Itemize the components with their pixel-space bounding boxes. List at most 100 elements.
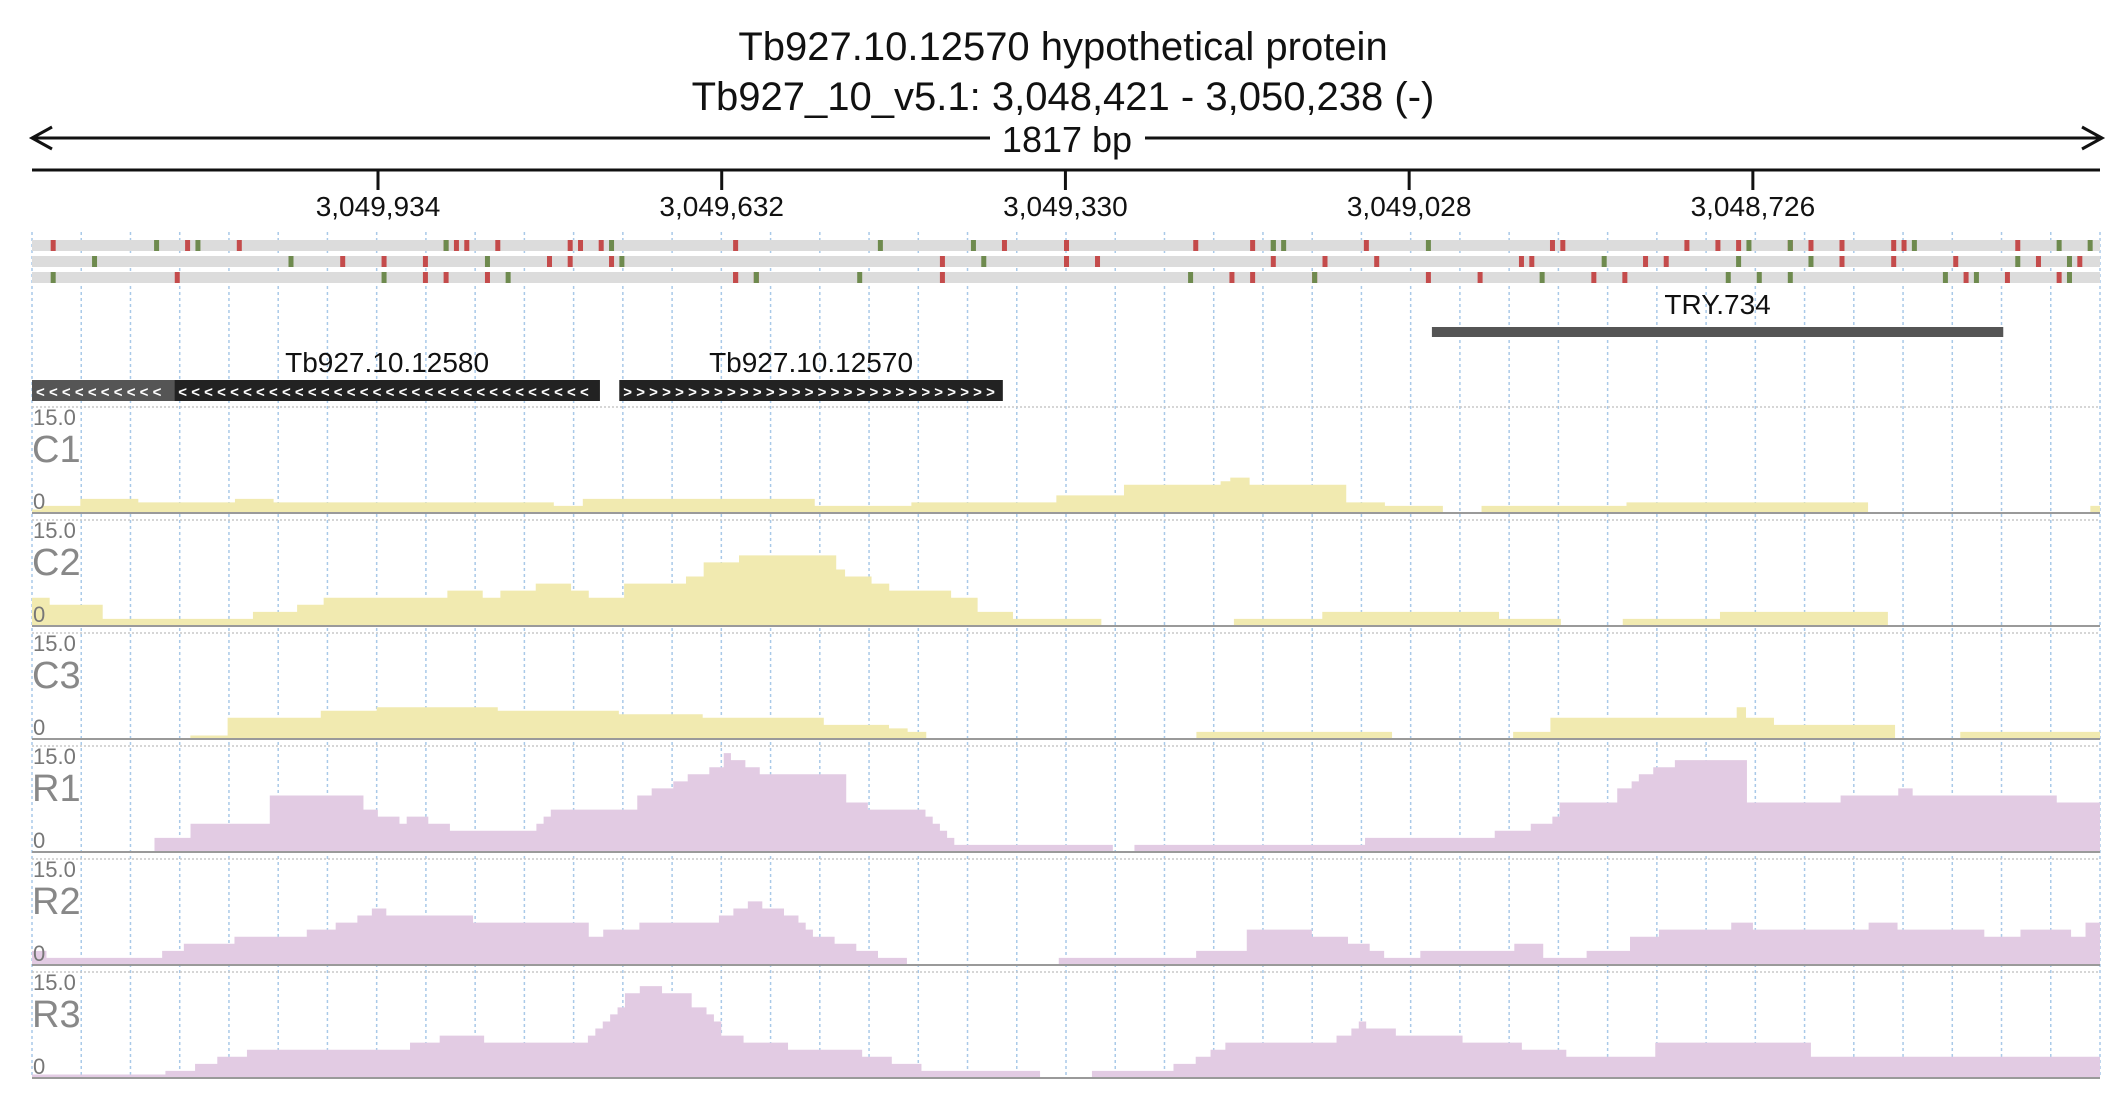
strand-arrows: <<<<<<<<<< — [36, 384, 166, 401]
start-codon-mark — [1736, 256, 1742, 267]
start-codon-mark — [1539, 272, 1545, 283]
coverage-area — [32, 555, 2100, 626]
stop-codon-mark — [1064, 256, 1069, 267]
start-codon-mark — [1601, 256, 1607, 267]
start-codon-mark — [1725, 272, 1731, 283]
stop-codon-mark — [1591, 272, 1597, 283]
gene-feature: <<<<<<<<<<<<<<<<<<<<<<<<<<<<<<<< Tb927.10… — [174, 347, 600, 401]
start-codon-mark — [154, 240, 160, 251]
gene-bar — [174, 380, 600, 401]
stop-codon-mark — [598, 240, 604, 251]
gene-bar — [32, 380, 175, 401]
start-codon-mark — [484, 256, 490, 267]
track-ymax-label: 15.0 — [33, 857, 76, 882]
stop-codon-mark — [1736, 240, 1742, 251]
ruler-tick-label: 3,049,330 — [1003, 191, 1128, 222]
stop-codon-mark — [1560, 240, 1566, 251]
stop-codon-mark — [1529, 256, 1535, 267]
stop-codon-mark — [1518, 256, 1524, 267]
stop-codon-mark — [2015, 240, 2021, 251]
stop-codon-mark — [1715, 240, 1721, 251]
feature-track: TRY.734<<<<<<<<<< <<<<<<<<<<<<<<<<<<<<<<<… — [32, 289, 2004, 401]
coverage-track-c2: 15.0C2 0 — [32, 518, 2100, 627]
stop-codon-mark — [453, 240, 459, 251]
span-arrow-right — [2081, 125, 2106, 151]
stop-codon-mark — [939, 272, 945, 283]
coverage-track-r2: 15.0R2 0 — [32, 857, 2100, 966]
stop-codon-mark — [236, 240, 242, 251]
span-arrow-left — [28, 125, 53, 151]
stop-codon-mark — [1643, 256, 1649, 267]
stop-codon-mark — [1684, 240, 1690, 251]
gene-label: Tb927.10.12580 — [285, 347, 489, 378]
start-codon-mark — [288, 256, 294, 267]
start-codon-mark — [981, 256, 987, 267]
coverage-track-c1: 15.0C1 0 — [32, 405, 2100, 514]
stop-codon-mark — [1963, 272, 1969, 283]
span-length-label: 1817 bp — [1002, 119, 1132, 160]
span-indicator: 1817 bp — [28, 119, 2106, 160]
stop-codon-mark — [1622, 272, 1628, 283]
stop-codon-mark — [1250, 272, 1256, 283]
gene-feature: >>>>>>>>>>>>>>>>>>>>>>>>>>>>> Tb927.10.12… — [619, 347, 1003, 401]
track-ymax-label: 15.0 — [33, 970, 76, 995]
coverage-area — [32, 707, 2100, 739]
stop-codon-mark — [1549, 240, 1555, 251]
track-ymax-label: 15.0 — [33, 405, 76, 430]
stop-codon-mark — [1901, 240, 1907, 251]
gene-feature: <<<<<<<<<< — [32, 380, 175, 401]
stop-codon-mark — [2035, 256, 2041, 267]
start-codon-mark — [619, 256, 625, 267]
ruler-tick-label: 3,049,934 — [316, 191, 441, 222]
coverage-area — [32, 901, 2100, 965]
start-codon-mark — [753, 272, 759, 283]
track-ymin-label: 0 — [33, 715, 45, 740]
stop-codon-mark — [1374, 256, 1380, 267]
stop-codon-mark — [1839, 256, 1845, 267]
start-codon-mark — [2015, 256, 2021, 267]
strand-arrows: <<<<<<<<<<<<<<<<<<<<<<<<<<<<<<<< — [178, 384, 593, 401]
stop-codon-mark — [2004, 272, 2010, 283]
start-codon-mark — [381, 272, 387, 283]
track-name: R1 — [32, 768, 81, 810]
stop-codon-mark — [1839, 240, 1845, 251]
stop-codon-mark — [1477, 272, 1483, 283]
stop-codon-mark — [1270, 256, 1276, 267]
start-codon-mark — [50, 272, 56, 283]
start-codon-mark — [1746, 240, 1752, 251]
ruler-ticks: 3,049,934 3,049,632 3,049,330 3,049,028 3,04… — [316, 170, 1815, 222]
coverage-tracks: 15.0C1015.0C2015.0C3015.0R1015.0R2015.0R… — [32, 405, 2100, 1079]
stop-codon-mark — [1953, 256, 1959, 267]
stop-codon-mark — [1322, 256, 1328, 267]
start-codon-mark — [2066, 256, 2072, 267]
stop-codon-mark — [495, 240, 501, 251]
start-codon-mark — [1312, 272, 1318, 283]
stop-codon-mark — [733, 240, 739, 251]
start-codon-mark — [1281, 240, 1287, 251]
stop-codon-mark — [340, 256, 346, 267]
stop-codon-mark — [50, 240, 56, 251]
stop-codon-mark — [1891, 240, 1897, 251]
stop-codon-mark — [609, 256, 615, 267]
stop-codon-mark — [174, 272, 180, 283]
track-ymax-label: 15.0 — [33, 518, 76, 543]
stop-codon-mark — [443, 272, 449, 283]
coverage-area — [32, 753, 2100, 852]
gene-bar — [619, 380, 1003, 401]
start-codon-mark — [195, 240, 201, 251]
track-name: C3 — [32, 655, 81, 697]
track-name: R2 — [32, 881, 81, 923]
track-ymin-label: 0 — [33, 489, 45, 514]
coverage-track-c3: 15.0C3 0 — [32, 631, 2100, 740]
start-codon-mark — [443, 240, 449, 251]
stop-codon-mark — [1229, 272, 1235, 283]
stop-codon-mark — [1663, 256, 1669, 267]
track-ymin-label: 0 — [33, 828, 45, 853]
start-codon-mark — [505, 272, 511, 283]
track-ymax-label: 15.0 — [33, 744, 76, 769]
start-codon-mark — [1756, 272, 1762, 283]
stop-codon-mark — [1064, 240, 1069, 251]
coverage-area — [32, 477, 2100, 513]
stop-codon-mark — [2077, 256, 2083, 267]
